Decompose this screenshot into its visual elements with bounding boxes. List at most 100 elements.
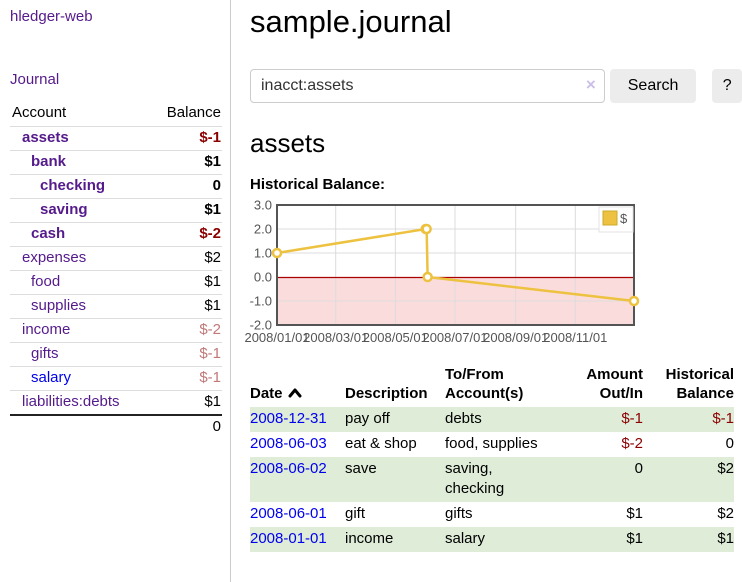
account-balance-supplies: $1: [149, 294, 222, 319]
app-title-row: hledger-web: [10, 8, 222, 25]
transaction-description: eat & shop: [345, 435, 417, 452]
legend-swatch-icon: [602, 210, 618, 226]
chart-gridlines: [277, 205, 634, 325]
account-balance-bank: $1: [149, 150, 222, 175]
transaction-balance: $1: [643, 527, 734, 552]
chart-plot-border: [276, 204, 635, 326]
transaction-amount: $1: [626, 505, 643, 522]
search-row: × Search ?: [250, 69, 742, 103]
transaction-date-link[interactable]: 2008-01-01: [250, 530, 327, 547]
register-header-tofrom: To/From Account(s): [445, 366, 524, 402]
svg-text:-2.0: -2.0: [250, 318, 272, 333]
chart-legend: $: [598, 206, 634, 233]
sidebar: hledger-web Journal Account Balance asse…: [0, 0, 231, 582]
transaction-description: income: [345, 527, 445, 552]
svg-text:2008/03/01: 2008/03/01: [303, 330, 368, 345]
register-header-date-label: Date: [250, 385, 283, 402]
register-row: 2008-06-01 gift gifts $1 $2: [250, 502, 734, 527]
svg-text:1.0: 1.0: [254, 246, 272, 261]
account-row-saving: saving $1: [10, 198, 222, 223]
accounts-tree-table: Account Balance assets $-1 bank $1 check…: [10, 104, 222, 439]
historical-balance-chart: $ 3.0 2.0 1.0 0.0 -1.0 -2.0 2008/01/012008/03…: [244, 198, 640, 345]
account-link-income[interactable]: income: [22, 321, 71, 338]
transaction-balance: 0: [725, 435, 734, 452]
register-header-date[interactable]: Date: [250, 363, 345, 407]
transaction-date-link[interactable]: 2008-06-03: [250, 435, 327, 452]
account-link-cash[interactable]: cash: [31, 225, 66, 242]
register-header-amount: Amount Out/In: [586, 366, 643, 402]
transaction-description: gift: [345, 505, 366, 522]
main-content: sample.journal × Search ? assets Histori…: [232, 0, 742, 582]
account-balance-salary: $-1: [149, 366, 222, 391]
app-title-link[interactable]: hledger-web: [10, 8, 93, 25]
transaction-date-link[interactable]: 2008-12-31: [250, 410, 327, 427]
journal-nav-row: Journal: [10, 71, 222, 88]
svg-text:2008/09/01: 2008/09/01: [483, 330, 548, 345]
account-link-saving[interactable]: saving: [40, 201, 88, 218]
account-link-salary[interactable]: salary: [31, 369, 72, 386]
account-row-food: food $1: [10, 270, 222, 295]
svg-text:2.0: 2.0: [254, 222, 272, 237]
clear-search-icon[interactable]: ×: [585, 75, 596, 94]
account-link-assets[interactable]: assets: [22, 129, 69, 146]
svg-text:-1.0: -1.0: [250, 294, 272, 309]
chart-heading: Historical Balance:: [250, 176, 386, 193]
accounts-total-value: 0: [149, 414, 222, 439]
account-row-income: income $-2: [10, 318, 222, 343]
account-row-gifts: gifts $-1: [10, 342, 222, 367]
account-link-supplies[interactable]: supplies: [31, 297, 87, 314]
account-link-food[interactable]: food: [31, 273, 61, 290]
transaction-description: save: [345, 457, 445, 502]
account-heading: assets: [250, 128, 326, 158]
page-title: sample.journal: [250, 4, 452, 39]
transaction-date-link[interactable]: 2008-06-01: [250, 505, 327, 522]
account-balance-saving: $1: [149, 198, 222, 223]
chart-series-line: [271, 223, 640, 307]
transaction-amount: $-2: [621, 435, 643, 452]
register-header-balance: Historical Balance: [665, 366, 734, 402]
account-row-salary: salary $-1: [10, 366, 222, 391]
svg-text:2008/01/01: 2008/01/01: [244, 330, 309, 345]
sort-ascending-icon: [288, 388, 302, 398]
transaction-amount: $1: [563, 527, 643, 552]
chart-y-axis-labels: 3.0 2.0 1.0 0.0 -1.0 -2.0: [250, 198, 272, 333]
transaction-amount: 0: [563, 457, 643, 502]
chart-x-axis-labels: 2008/01/012008/03/012008/05/012008/07/01…: [244, 330, 607, 345]
accounts-header-row: Account Balance: [10, 104, 222, 127]
legend-label: $: [620, 211, 628, 226]
account-link-bank[interactable]: bank: [31, 153, 67, 170]
account-row-cash: cash $-2: [10, 222, 222, 247]
account-balance-liabilities-debts: $1: [149, 390, 222, 415]
accounts-header-account: Account: [12, 104, 67, 121]
accounts-header-balance: Balance: [166, 104, 221, 121]
account-row-bank: bank $1: [10, 150, 222, 175]
account-row-expenses: expenses $2: [10, 246, 222, 271]
register-row: 2008-06-03 eat & shop food, supplies $-2…: [250, 432, 734, 457]
svg-text:3.0: 3.0: [254, 198, 272, 213]
svg-text:2008/11/01: 2008/11/01: [543, 330, 607, 345]
transaction-date-link[interactable]: 2008-06-02: [250, 460, 327, 477]
account-balance-gifts: $-1: [149, 342, 222, 367]
transaction-tofrom: debts: [445, 407, 563, 432]
account-balance-income: $-2: [149, 318, 222, 343]
account-link-liabilities-debts[interactable]: liabilities:debts: [22, 393, 120, 410]
account-row-supplies: supplies $1: [10, 294, 222, 319]
transaction-tofrom: salary: [445, 527, 563, 552]
account-balance-expenses: $2: [149, 246, 222, 271]
search-input[interactable]: [250, 69, 605, 103]
nav-journal-link[interactable]: Journal: [10, 71, 60, 88]
account-link-checking[interactable]: checking: [40, 177, 106, 194]
register-row: 2008-12-31 pay off debts $-1 $-1: [250, 407, 734, 432]
svg-text:2008/07/01: 2008/07/01: [422, 330, 487, 345]
help-button[interactable]: ?: [712, 69, 742, 103]
account-link-expenses[interactable]: expenses: [22, 249, 87, 266]
transaction-description: pay off: [345, 407, 445, 432]
register-table: Date Description To/From Account(s) Amou…: [250, 363, 734, 552]
svg-text:0.0: 0.0: [254, 270, 272, 285]
search-button[interactable]: Search: [609, 69, 697, 103]
accounts-total-row: 0: [10, 414, 222, 439]
account-row-checking: checking 0: [10, 174, 222, 199]
account-balance-assets: $-1: [149, 126, 222, 151]
register-row: 2008-01-01 income salary $1 $1: [250, 527, 734, 552]
account-link-gifts[interactable]: gifts: [31, 345, 59, 362]
